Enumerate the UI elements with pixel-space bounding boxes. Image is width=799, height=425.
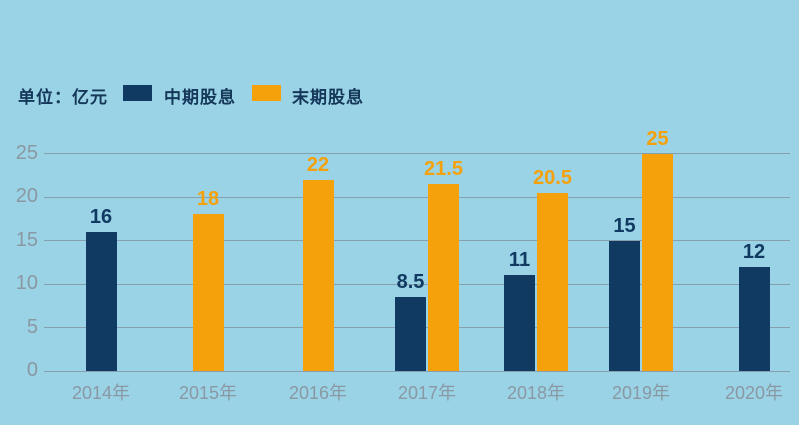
bar-value-label: 22 [306, 153, 330, 176]
bar-final-2019 [642, 153, 673, 371]
y-axis-tick-label: 15 [15, 228, 38, 251]
y-axis-tick-label: 20 [15, 185, 38, 207]
x-axis-label: 2015年 [178, 383, 238, 403]
gridline [44, 196, 790, 198]
x-axis-label: 2016年 [288, 383, 348, 403]
bar-value-label: 12 [742, 240, 766, 263]
x-axis-label: 2014年 [71, 383, 131, 403]
gridline [44, 370, 790, 372]
legend-swatch-interim [123, 85, 152, 101]
y-axis-tick-label: 25 [15, 141, 38, 164]
y-axis-tick-label: 10 [15, 272, 38, 294]
bar-interim-2020 [738, 266, 770, 371]
bar-final-2016 [302, 179, 334, 371]
bar-value-label: 21.5 [424, 157, 463, 180]
bar-interim-2018 [504, 275, 535, 371]
legend: 单位：亿元 中期股息 末期股息 [0, 0, 799, 110]
gridline [44, 283, 790, 285]
bar-value-label: 16 [89, 205, 113, 228]
bar-value-label: 11 [508, 249, 531, 272]
legend-label-interim: 中期股息 [164, 88, 236, 107]
y-axis-tick-label: 5 [26, 315, 38, 338]
x-axis-label: 2018年 [506, 383, 566, 403]
gridline [44, 240, 790, 241]
bar-value-label: 25 [646, 127, 669, 150]
bar-final-2017 [428, 183, 459, 371]
x-axis-label: 2020年 [724, 383, 784, 403]
x-axis-label: 2019年 [611, 383, 671, 403]
bar-interim-2019 [609, 240, 640, 371]
bar-final-2015 [192, 214, 224, 371]
legend-swatch-final [252, 85, 281, 101]
bar-interim-2014 [85, 231, 117, 371]
bar-value-label: 15 [613, 214, 636, 237]
bar-final-2018 [537, 192, 568, 371]
bar-value-label: 18 [196, 188, 220, 211]
bar-value-label: 20.5 [533, 166, 572, 189]
unit-label: 单位：亿元 [18, 88, 108, 107]
gridline [44, 153, 790, 154]
bar-value-label: 8.5 [396, 271, 425, 294]
bar-interim-2017 [395, 297, 426, 371]
legend-label-final: 末期股息 [292, 88, 364, 107]
x-axis-label: 2017年 [397, 383, 457, 403]
y-axis-tick-label: 0 [26, 359, 38, 381]
